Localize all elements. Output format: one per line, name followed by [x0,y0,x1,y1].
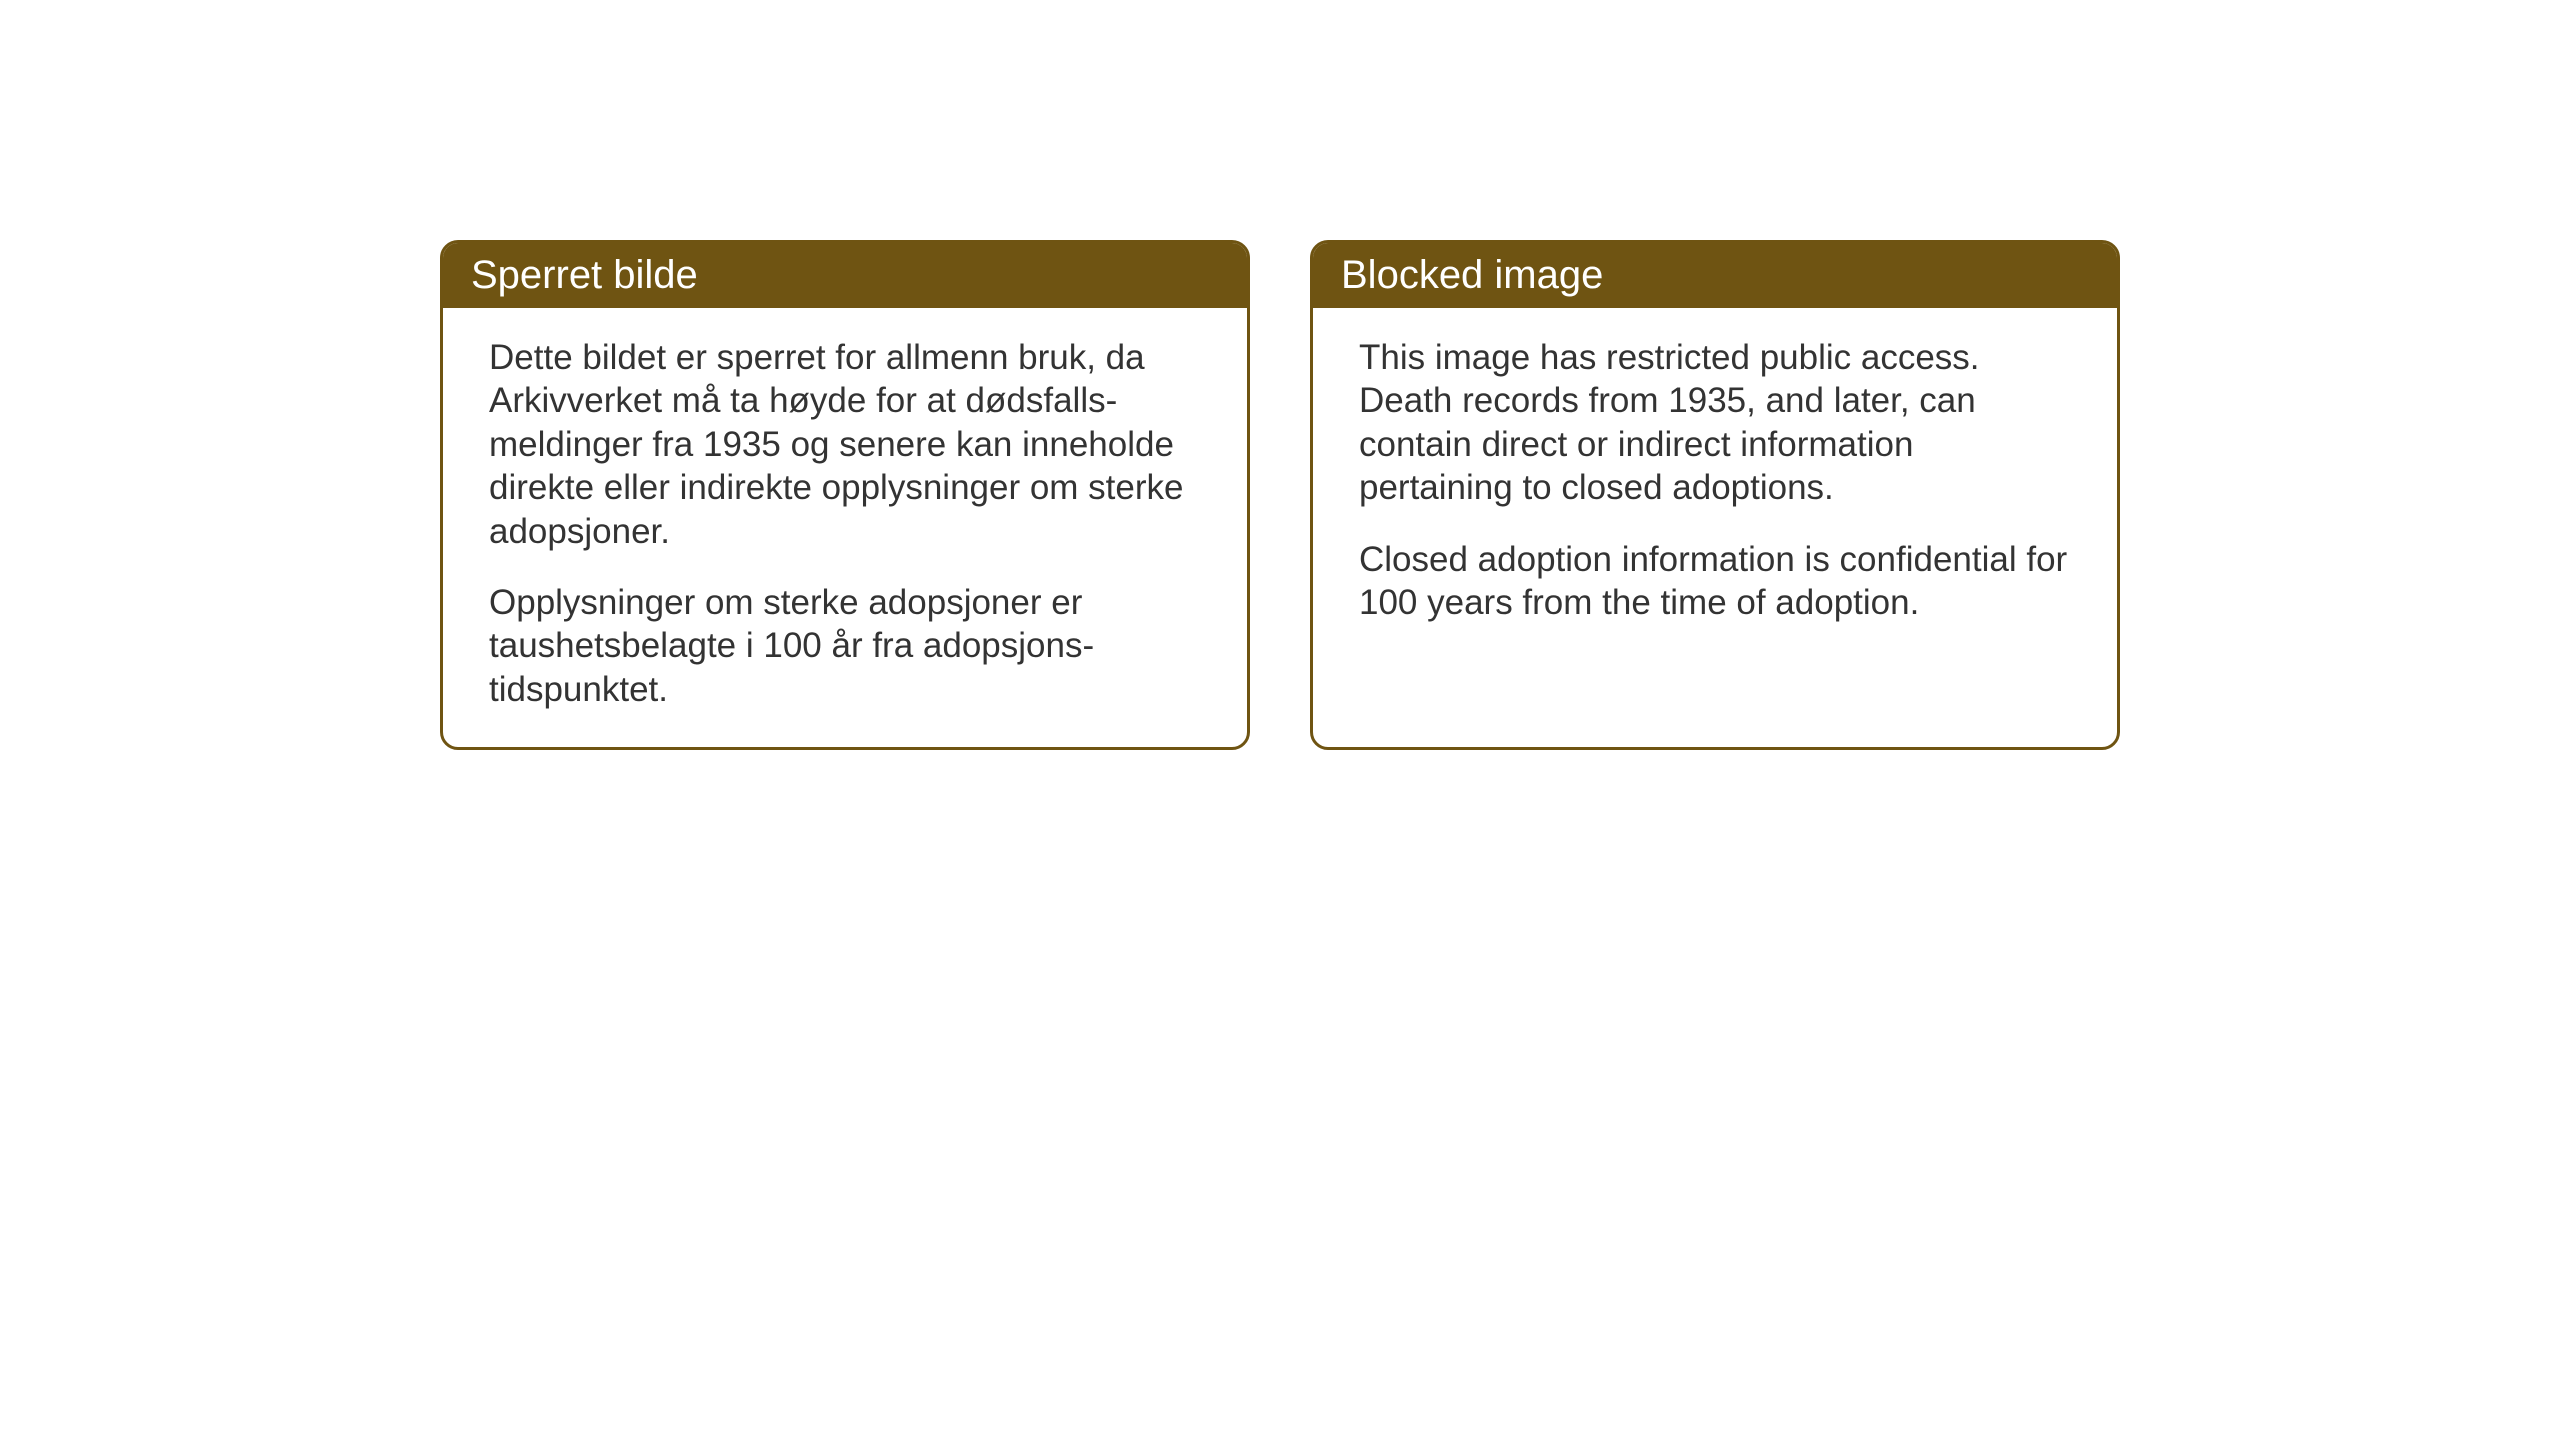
notice-container: Sperret bilde Dette bildet er sperret fo… [440,240,2120,750]
notice-card-norwegian: Sperret bilde Dette bildet er sperret fo… [440,240,1250,750]
card-paragraph-1-english: This image has restricted public access.… [1359,336,2071,510]
card-paragraph-1-norwegian: Dette bildet er sperret for allmenn bruk… [489,336,1201,553]
card-header-english: Blocked image [1313,243,2117,308]
card-paragraph-2-english: Closed adoption information is confident… [1359,538,2071,625]
card-title-english: Blocked image [1341,253,1603,297]
card-title-norwegian: Sperret bilde [471,253,698,297]
card-body-norwegian: Dette bildet er sperret for allmenn bruk… [443,308,1247,747]
notice-card-english: Blocked image This image has restricted … [1310,240,2120,750]
card-header-norwegian: Sperret bilde [443,243,1247,308]
card-body-english: This image has restricted public access.… [1313,308,2117,660]
card-paragraph-2-norwegian: Opplysninger om sterke adopsjoner er tau… [489,581,1201,711]
